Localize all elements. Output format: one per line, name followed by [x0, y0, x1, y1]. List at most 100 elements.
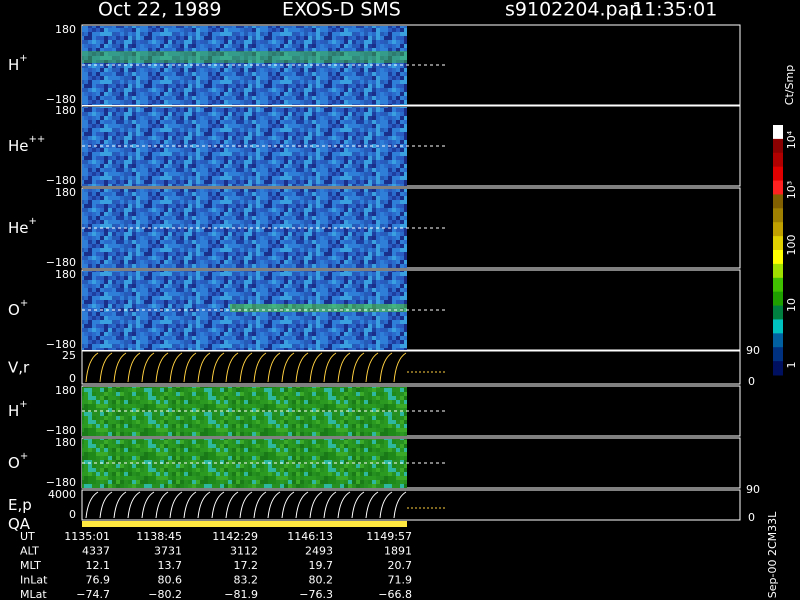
tick-bottom: −180 [46, 256, 76, 269]
right-tick-bottom: 0 [748, 511, 755, 524]
panel-frame [81, 489, 741, 521]
tick-top: 180 [55, 436, 76, 449]
curve [365, 352, 379, 383]
curve [351, 491, 365, 519]
footer-value: −66.8 [378, 588, 412, 600]
colorbar-cell [773, 347, 783, 362]
colorbar-cell [773, 194, 783, 209]
colorbar-cell [773, 222, 783, 237]
curve [85, 491, 99, 519]
band [82, 51, 407, 63]
footer-value: 1135:01 [64, 530, 110, 543]
curve [365, 491, 379, 519]
label-text: He [8, 219, 29, 237]
footer-value: −80.2 [148, 588, 182, 600]
band [230, 304, 407, 312]
footer-value: 1138:45 [136, 530, 182, 543]
footer-value: 20.7 [388, 559, 413, 572]
footer-value: 2493 [305, 545, 333, 558]
label-sup: + [19, 399, 27, 410]
footer-value: 17.2 [234, 559, 259, 572]
curve [379, 352, 393, 383]
panel-label: E,p [8, 496, 32, 514]
footer-side: Sep-00 2CM33L [766, 511, 779, 598]
curve [99, 352, 113, 383]
label-sup: ++ [29, 134, 46, 145]
curve [197, 491, 211, 519]
curve [113, 352, 127, 383]
tick-bottom: −180 [46, 338, 76, 351]
tick-bottom: 0 [69, 372, 76, 385]
right-tick-top: 90 [746, 483, 760, 496]
file: s9102204.pap [505, 0, 641, 21]
curve [141, 352, 155, 383]
curve [379, 491, 393, 519]
colorbar-cell [773, 125, 783, 140]
curve [197, 352, 211, 383]
label-text: H [8, 56, 19, 74]
panel-label: H+ [8, 53, 28, 74]
curve [183, 491, 197, 519]
curve [323, 491, 337, 519]
date: Oct 22, 1989 [98, 0, 222, 21]
footer-value: 83.2 [234, 574, 259, 587]
label-sup: + [29, 216, 37, 227]
footer-value: 76.9 [86, 574, 111, 587]
panel-label: H+ [8, 399, 28, 420]
label-text: V,r [8, 358, 30, 376]
footer-label: MLat [20, 588, 47, 600]
tick-top: 25 [62, 349, 76, 362]
footer-value: −76.3 [299, 588, 333, 600]
footer-value: −74.7 [76, 588, 110, 600]
colorbar-cell [773, 361, 783, 376]
colorbar-tick: 10 [785, 298, 798, 312]
panel-frame [81, 350, 741, 385]
panel-label: O+ [8, 451, 28, 472]
footer-value: 12.1 [86, 559, 111, 572]
tick-top: 180 [55, 104, 76, 117]
curve [183, 352, 197, 383]
tick-top: 180 [55, 268, 76, 281]
curve [351, 352, 365, 383]
tick-bottom: −180 [46, 93, 76, 106]
label-text: O [8, 301, 20, 319]
label-text: E,p [8, 496, 32, 514]
colorbar-cell [773, 263, 783, 279]
footer-value: 4337 [82, 545, 110, 558]
colorbar-cell [773, 333, 783, 348]
colorbar-cell [773, 138, 783, 154]
label-text: QA [8, 515, 31, 533]
right-tick-bottom: 0 [748, 375, 755, 388]
curve [225, 352, 239, 383]
tick-top: 180 [55, 23, 76, 36]
curve [337, 491, 351, 519]
panel-label: V,r [8, 358, 30, 376]
label-text: O [8, 454, 20, 472]
colorbar-tick: 10⁴ [785, 130, 798, 149]
colorbar-cell [773, 305, 783, 320]
colorbar-tick: 100 [785, 235, 798, 256]
curve [253, 491, 267, 519]
footer-value: 3731 [154, 545, 182, 558]
tick-top: 180 [55, 384, 76, 397]
colorbar-unit: Ct/Smp [783, 65, 796, 105]
curve [393, 352, 407, 383]
colorbar-cell [773, 291, 783, 307]
colorbar-cell [773, 319, 783, 334]
colorbar-tick: 1 [785, 362, 798, 369]
colorbar-cell [773, 277, 783, 293]
tick-bottom: −180 [46, 476, 76, 489]
time: 11:35:01 [632, 0, 717, 21]
instrument: EXOS-D SMS [282, 0, 401, 21]
colorbar-cell [773, 180, 783, 195]
curve [239, 352, 253, 383]
footer-value: 1891 [384, 545, 412, 558]
curve [295, 352, 309, 383]
curve [253, 352, 267, 383]
curve [267, 491, 281, 519]
colorbar-cell [773, 250, 783, 265]
curve [127, 352, 141, 383]
label-text: H [8, 402, 19, 420]
panel-label: He++ [8, 134, 45, 155]
